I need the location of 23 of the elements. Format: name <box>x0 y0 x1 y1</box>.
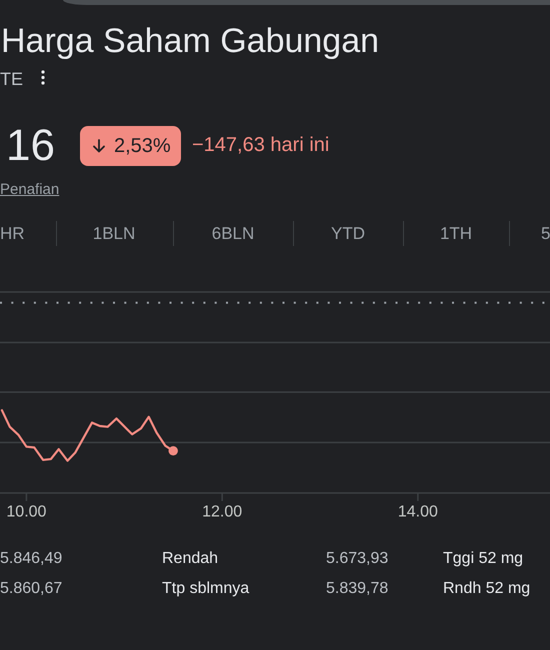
percent-badge: 2,53% <box>80 126 181 166</box>
text: 1BLN <box>92 224 136 243</box>
text: HR <box>0 224 25 243</box>
x-tick-label: 12.00 <box>202 503 242 520</box>
text: Tggi 52 mg <box>443 550 524 567</box>
text: 16 <box>6 121 55 170</box>
text: Rendah <box>162 550 218 567</box>
text: Penafian <box>0 181 60 198</box>
text: 5.846,49 <box>0 550 62 567</box>
chart-title: Harga Saham Gabungan <box>1 22 380 60</box>
x-tick-label: 10.00 <box>6 503 47 520</box>
text: Ttp sblmnya <box>162 580 250 597</box>
chart-subtitle: TE <box>0 69 24 89</box>
text: YTD <box>331 224 365 243</box>
x-tick-label: 14.00 <box>398 503 438 520</box>
text: 5 <box>541 224 550 243</box>
text: −147,63 hari ini <box>192 134 330 156</box>
text: 1TH <box>440 224 472 243</box>
text: 5.860,67 <box>0 580 62 597</box>
text: Rndh 52 mg <box>443 580 530 597</box>
text: 6BLN <box>212 224 254 243</box>
text: 5.839,78 <box>326 580 388 597</box>
text: 5.673,93 <box>326 550 388 567</box>
